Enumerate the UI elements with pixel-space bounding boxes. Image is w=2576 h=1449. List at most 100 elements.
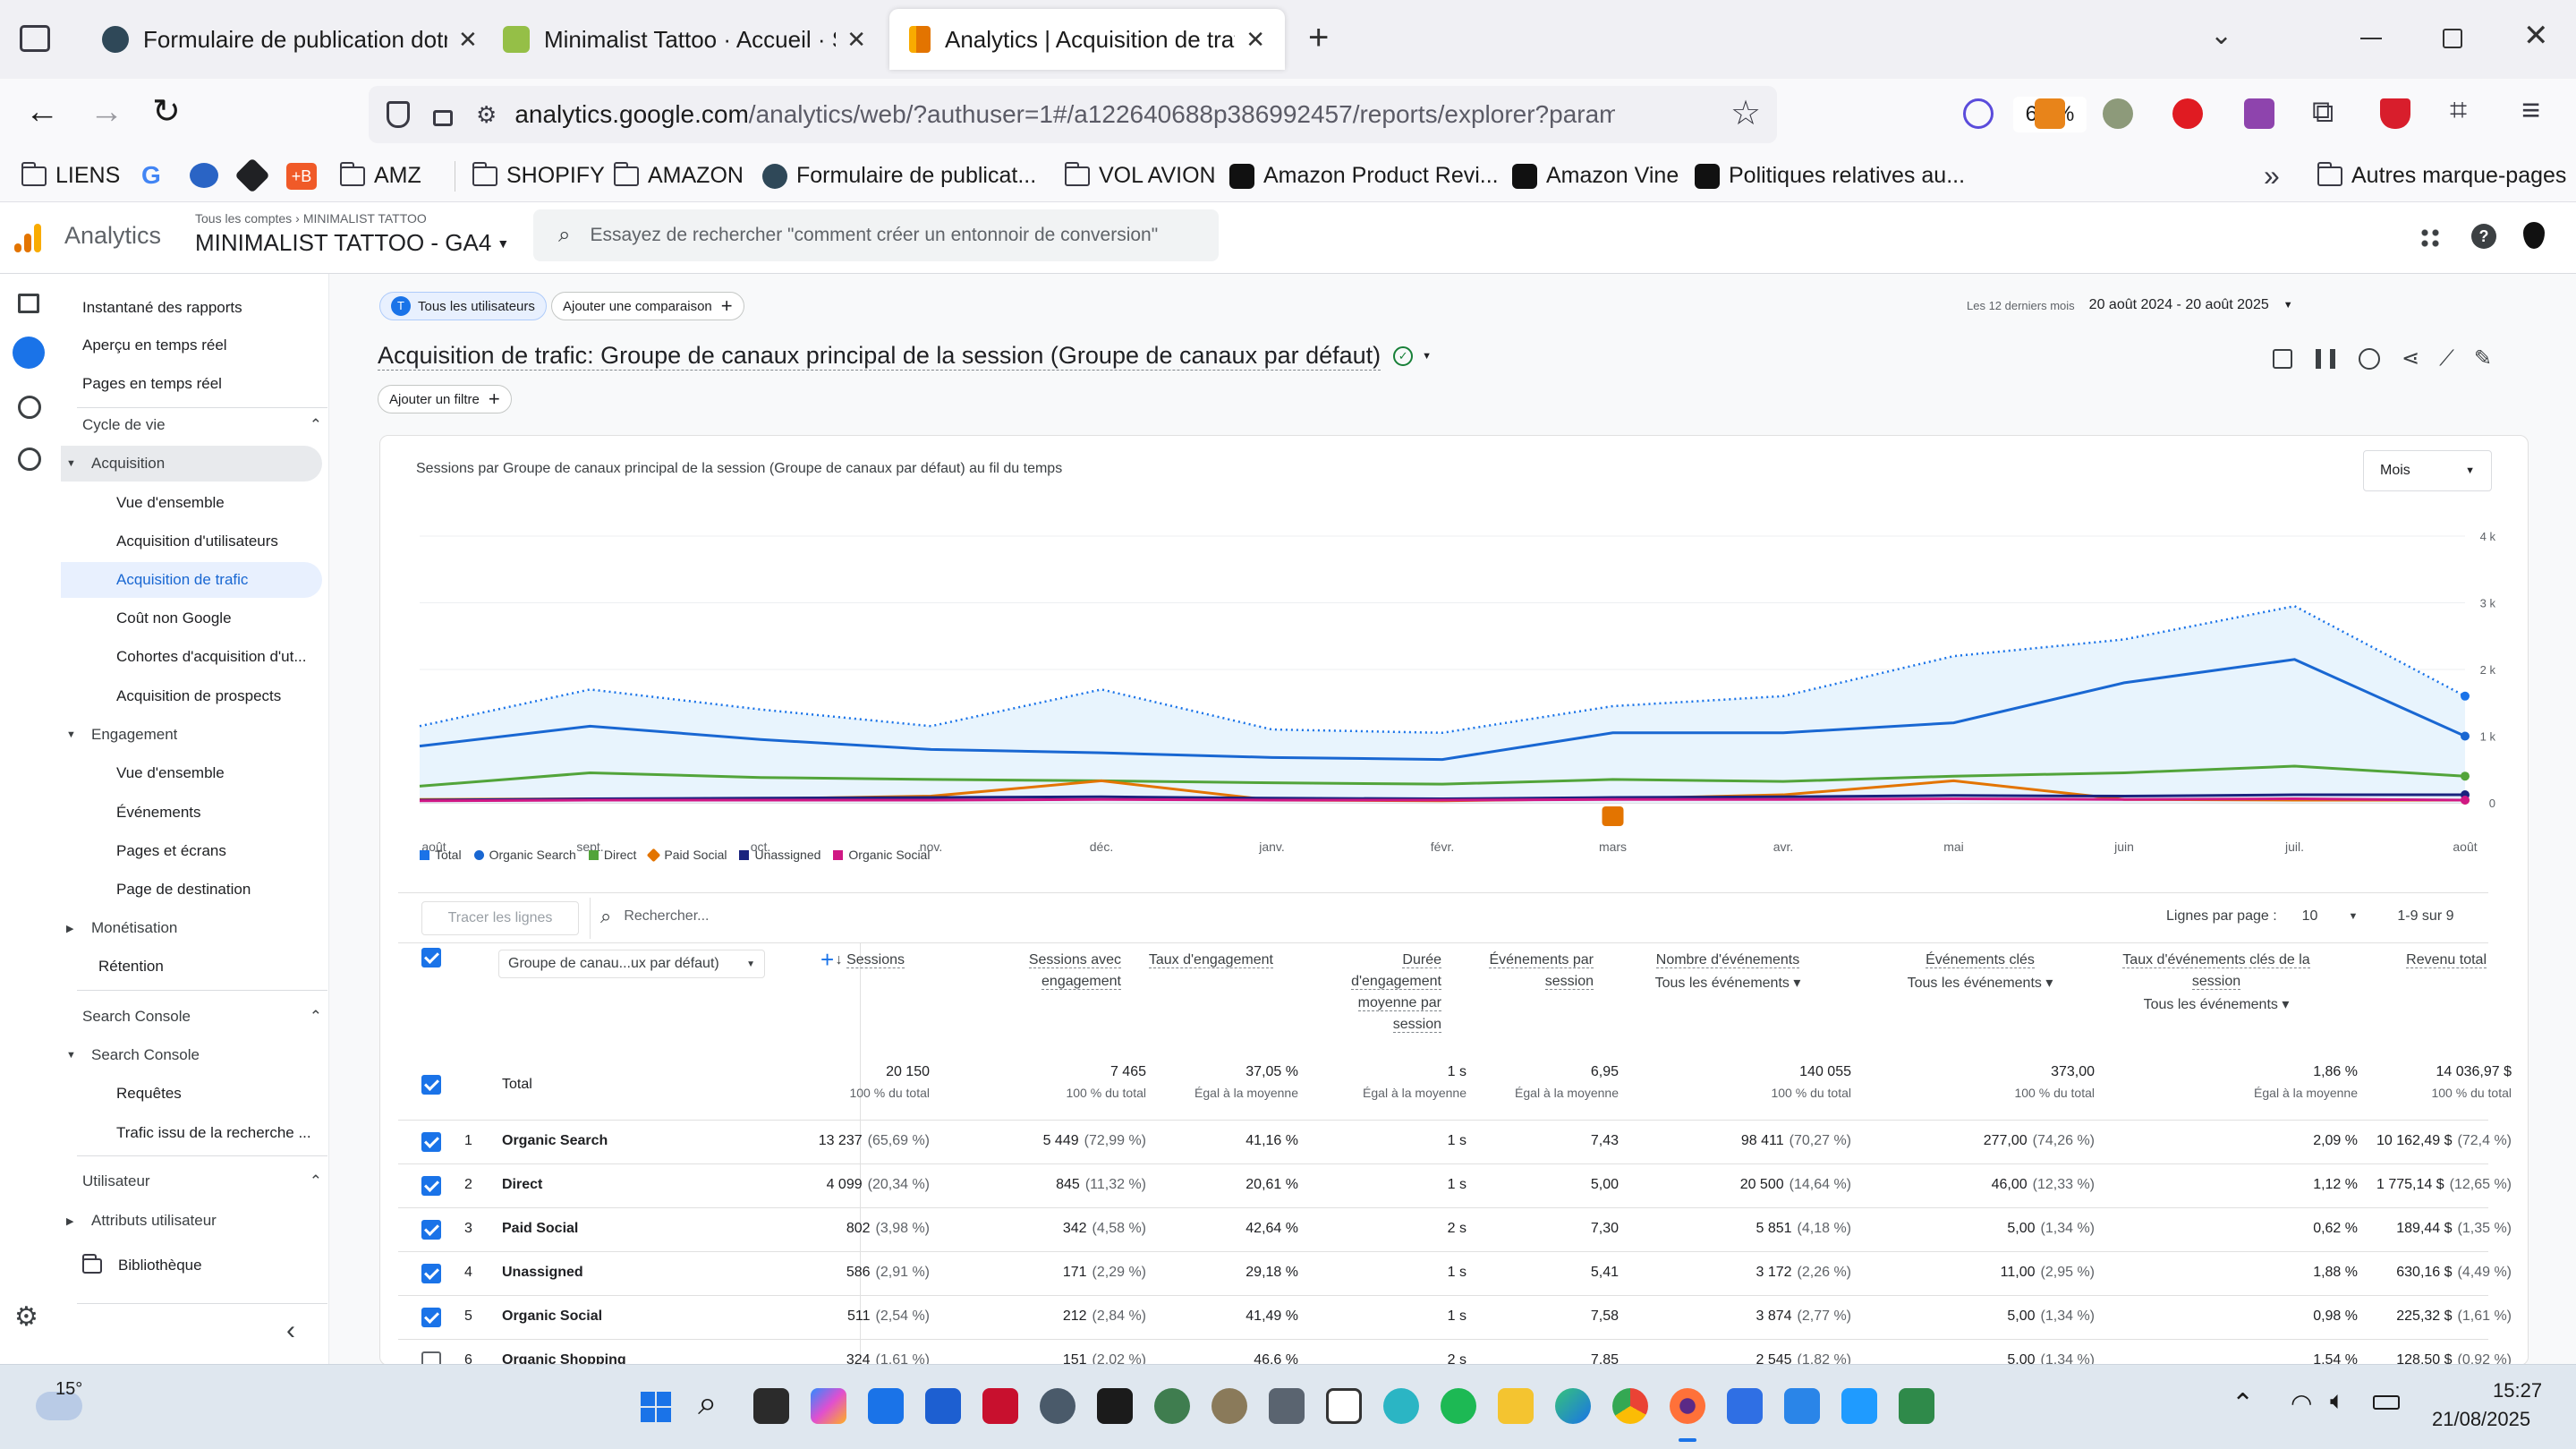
nav-retention[interactable]: Rétention [98, 958, 164, 975]
breadcrumb[interactable]: Tous les comptes › MINIMALIST TATTOO [195, 211, 427, 226]
total-checkbox[interactable] [421, 1075, 441, 1095]
admin-gear-icon[interactable]: ⚙ [14, 1302, 38, 1332]
help-icon[interactable]: ? [2471, 224, 2496, 249]
table-row[interactable]: 5 Organic Social 511 (2,54 %) 212 (2,84 %) 41,… [398, 1295, 2512, 1339]
property-selector[interactable]: MINIMALIST TATTOO - GA4 ▼ [195, 229, 509, 257]
tab-close-icon[interactable]: ✕ [1245, 25, 1265, 53]
app-a2-icon[interactable] [1841, 1388, 1877, 1424]
row-checkbox[interactable] [421, 1220, 441, 1240]
caret-down-icon[interactable]: ▼ [1422, 351, 1433, 362]
edit-comparisons-icon[interactable] [2273, 348, 2292, 369]
bookmark-link[interactable]: Amazon Vine [1512, 163, 1679, 189]
nav-user-attributes[interactable]: ▶ Attributs utilisateur [66, 1203, 217, 1239]
insights-icon[interactable] [2359, 347, 2380, 370]
copilot-icon[interactable] [811, 1388, 846, 1424]
row-checkbox[interactable] [421, 1308, 441, 1327]
search-bar[interactable]: ⌕ Essayez de rechercher "comment créer u… [533, 209, 1219, 261]
tray-chevron-icon[interactable]: ⌃ [2232, 1389, 2255, 1419]
table-row[interactable]: 2 Direct 4 099 (20,34 %) 845 (11,32 %) 20,61 %… [398, 1163, 2512, 1207]
extension-js-icon[interactable] [2035, 98, 2065, 129]
spotify-icon[interactable] [1441, 1388, 1476, 1424]
taskbar-search-icon[interactable]: ⌕ [698, 1385, 718, 1422]
table-row[interactable]: 4 Unassigned 586 (2,91 %) 171 (2,29 %) 29,18 %… [398, 1251, 2512, 1295]
table-row[interactable]: 3 Paid Social 802 (3,98 %) 342 (4,58 %) 42,64 … [398, 1207, 2512, 1251]
column-header[interactable]: Taux d'engagement [1148, 950, 1273, 971]
nav-landing-page[interactable]: Page de destination [116, 881, 251, 898]
browser-tab-active[interactable]: Analytics | Acquisition de trafic ✕ [889, 9, 1285, 70]
extension-play-icon[interactable] [2172, 98, 2203, 129]
bookmark-hex-icon[interactable] [234, 158, 270, 193]
app-green-icon[interactable] [1154, 1388, 1190, 1424]
browser-tab[interactable]: Minimalist Tattoo · Accueil · Sho ✕ [483, 9, 886, 70]
pencil-icon[interactable]: ✎ [2473, 346, 2493, 371]
battery-icon[interactable] [2373, 1395, 2400, 1410]
tab-overflow-chevron-icon[interactable]: ⌄ [2210, 21, 2233, 50]
extension-shield-icon[interactable] [2380, 98, 2410, 129]
legend-item[interactable]: Organic Social [833, 848, 930, 862]
firefox-icon[interactable] [1670, 1388, 1705, 1424]
select-all-checkbox[interactable] [421, 948, 441, 967]
extension-p-icon[interactable] [1963, 98, 1994, 129]
tab-close-icon[interactable]: ✕ [846, 25, 866, 53]
bookmark-plus-b-icon[interactable]: +B [286, 163, 317, 190]
nav-queries[interactable]: Requêtes [116, 1085, 182, 1102]
rows-per-page-select[interactable]: 10 [2301, 908, 2318, 924]
explore-icon[interactable] [18, 396, 41, 419]
nav-realtime-overview[interactable]: Aperçu en temps réel [82, 337, 227, 354]
column-header[interactable]: Événements clés Tous les événements ▾ [1891, 950, 2070, 994]
column-header[interactable]: Durée d'engagement moyenne par session [1316, 950, 1441, 1036]
bookmark-folder[interactable]: LIENS [21, 161, 120, 189]
edge-icon[interactable] [1555, 1388, 1591, 1424]
nav-search-console[interactable]: ▼ Search Console [66, 1037, 200, 1073]
date-range-picker[interactable]: Les 12 derniers mois 20 août 2024 - 20 a… [1967, 297, 2293, 313]
reports-icon[interactable] [13, 337, 45, 369]
file-explorer-icon[interactable] [1498, 1388, 1534, 1424]
nav-acq-overview[interactable]: Vue d'ensemble [116, 494, 225, 511]
column-header[interactable]: Taux d'événements clés de la session Tous… [2100, 950, 2333, 1016]
extensions-puzzle-icon[interactable]: ⧉ [2312, 95, 2334, 129]
account-drop-icon[interactable] [2523, 222, 2545, 249]
column-header-filter[interactable]: Tous les événements ▾ [1629, 973, 1826, 994]
nav-realtime-pages[interactable]: Pages en temps réel [82, 375, 222, 392]
table-search[interactable]: ⌕ Rechercher... [600, 905, 709, 928]
mcafee-icon[interactable] [982, 1388, 1018, 1424]
trace-lines-button[interactable]: Tracer les lignes [421, 901, 579, 935]
bookmark-folder-other[interactable]: Autres marque-pages [2317, 161, 2566, 189]
nav-engagement[interactable]: ▼ Engagement [66, 717, 177, 753]
nav-eng-overview[interactable]: Vue d'ensemble [116, 764, 225, 781]
permissions-icon[interactable]: ⚙ [476, 100, 497, 128]
app-a-icon[interactable] [1784, 1388, 1820, 1424]
nav-acquisition-cohorts[interactable]: Cohortes d'acquisition d'ut... [116, 648, 307, 665]
section-lifecycle[interactable]: Cycle de vie ⌃ [82, 407, 322, 443]
app-dark-icon[interactable] [1097, 1388, 1133, 1424]
granularity-select[interactable]: Mois ▼ [2363, 450, 2492, 491]
chrome-icon[interactable] [1612, 1388, 1648, 1424]
minimize-icon[interactable] [2360, 38, 2382, 39]
bookmarks-overflow-icon[interactable]: » [2264, 159, 2280, 192]
forward-icon[interactable]: → [89, 93, 123, 131]
volume-icon[interactable]: 🔈︎ [2330, 1386, 2345, 1414]
section-user[interactable]: Utilisateur ⌃ [82, 1163, 322, 1199]
column-header[interactable]: Sessions avec engagement [987, 950, 1121, 993]
back-icon[interactable]: ← [25, 93, 59, 131]
column-header[interactable]: ↓ Sessions [770, 950, 905, 971]
legend-item[interactable]: Direct [588, 848, 636, 862]
row-checkbox[interactable] [421, 1176, 441, 1196]
nav-traffic-acquisition[interactable]: Acquisition de trafic [116, 571, 249, 588]
tab-list-icon[interactable] [20, 25, 50, 52]
address-bar[interactable]: ⚙ analytics.google.com/analytics/web/?au… [369, 86, 2087, 143]
breadcrumb-account[interactable]: Tous les comptes [195, 211, 293, 226]
column-header[interactable]: Revenu total [2343, 950, 2487, 971]
home-icon[interactable] [18, 294, 39, 313]
lock-icon[interactable] [433, 110, 453, 126]
share-icon[interactable]: ⋖ [2402, 346, 2420, 371]
browser-tab[interactable]: Formulaire de publication dotm ✕ [82, 9, 512, 70]
legend-item[interactable]: Organic Search [473, 848, 576, 862]
tab-close-icon[interactable]: ✕ [458, 25, 478, 53]
column-header-filter[interactable]: Tous les événements ▾ [2100, 994, 2333, 1016]
advertising-icon[interactable] [18, 447, 41, 471]
bookmark-folder[interactable]: VOL AVION [1065, 161, 1216, 189]
nav-monetization[interactable]: ▶ Monétisation [66, 910, 177, 946]
collapse-nav-chevron-icon[interactable]: ‹ [286, 1316, 295, 1345]
dimension-select[interactable]: Groupe de canau...ux par défaut) ▼ [498, 950, 765, 978]
